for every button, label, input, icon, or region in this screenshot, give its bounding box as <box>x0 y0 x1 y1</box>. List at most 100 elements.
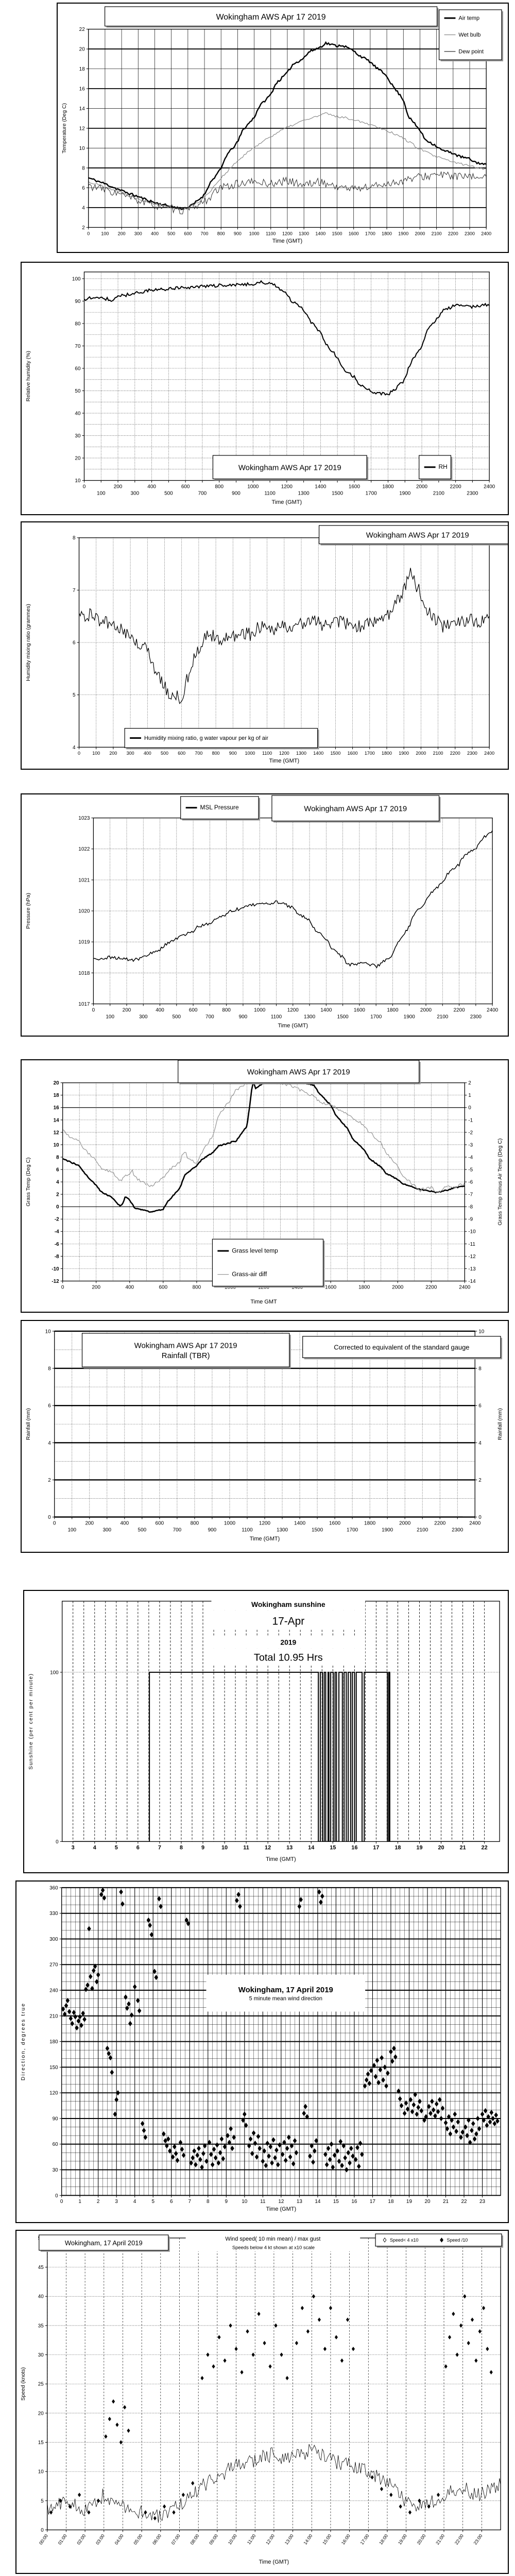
svg-text:-3: -3 <box>468 1142 473 1148</box>
svg-text:08:00: 08:00 <box>189 2533 200 2546</box>
svg-text:1100: 1100 <box>266 231 276 236</box>
svg-text:4: 4 <box>93 1844 97 1851</box>
svg-text:12: 12 <box>265 1844 271 1851</box>
svg-text:09:00: 09:00 <box>208 2533 219 2546</box>
svg-text:50: 50 <box>75 388 81 394</box>
svg-text:200: 200 <box>114 484 123 489</box>
svg-text:4: 4 <box>48 1440 51 1446</box>
svg-text:19: 19 <box>416 1844 422 1851</box>
svg-text:0: 0 <box>56 1205 59 1210</box>
svg-text:2200: 2200 <box>448 231 458 236</box>
svg-text:6: 6 <box>48 1403 51 1409</box>
rainfall-chart-panel: 0 100 200 300 400 500 600 700 800 900 1000 1100 1200… <box>21 1320 509 1553</box>
svg-text:7: 7 <box>188 2199 191 2205</box>
svg-text:1300: 1300 <box>277 1527 288 1533</box>
svg-text:1000: 1000 <box>224 1520 236 1526</box>
svg-text:-4: -4 <box>55 1229 59 1235</box>
svg-text:18: 18 <box>394 1844 401 1851</box>
svg-text:900: 900 <box>208 1527 217 1533</box>
svg-text:-6: -6 <box>55 1242 59 1247</box>
svg-text:18:00: 18:00 <box>378 2533 389 2546</box>
svg-text:2: 2 <box>97 2199 100 2205</box>
svg-text:400: 400 <box>121 1520 129 1526</box>
svg-text:0: 0 <box>83 484 86 489</box>
svg-text:1400: 1400 <box>294 1520 306 1526</box>
svg-text:300: 300 <box>49 1937 58 1942</box>
svg-text:1700: 1700 <box>347 1527 358 1533</box>
svg-text:Wokingham sunshine: Wokingham sunshine <box>251 1600 325 1608</box>
svg-text:1900: 1900 <box>399 490 411 496</box>
svg-text:4: 4 <box>133 2199 136 2205</box>
mixing-ratio-chart: 0 100 200 300 400 500 600 700 800 900 1000 1100 1200… <box>26 525 508 764</box>
svg-text:11: 11 <box>243 1844 249 1851</box>
svg-text:5: 5 <box>41 2498 44 2504</box>
svg-text:1700: 1700 <box>370 1014 382 1020</box>
grass-temperature-chart-panel: 0200400600800100012001400160018002000220… <box>21 1059 509 1313</box>
svg-text:Wet bulb: Wet bulb <box>458 32 480 38</box>
svg-text:100: 100 <box>92 751 100 756</box>
svg-text:600: 600 <box>184 231 192 236</box>
svg-text:2100: 2100 <box>437 1014 449 1020</box>
svg-text:20: 20 <box>79 47 85 53</box>
svg-text:Relative humidity (%): Relative humidity (%) <box>26 351 31 401</box>
svg-text:10: 10 <box>221 1844 228 1851</box>
svg-text:2400: 2400 <box>459 1284 471 1290</box>
svg-text:14:00: 14:00 <box>302 2533 313 2546</box>
svg-text:330: 330 <box>49 1911 58 1917</box>
svg-text:500: 500 <box>161 751 168 756</box>
svg-text:1600: 1600 <box>354 1007 366 1013</box>
svg-text:-11: -11 <box>468 1242 475 1247</box>
svg-text:Speed /10: Speed /10 <box>447 2238 468 2243</box>
svg-text:16: 16 <box>351 2199 357 2205</box>
relative-humidity-chart-panel: 0 100 200 300 400 500 600 700 800 900 1000 1100 1200… <box>21 262 509 515</box>
svg-text:100: 100 <box>67 1527 76 1533</box>
svg-text:2: 2 <box>468 1080 471 1086</box>
svg-text:7: 7 <box>73 588 76 594</box>
svg-text:2100: 2100 <box>433 751 443 756</box>
svg-text:5: 5 <box>115 1844 118 1851</box>
svg-text:120: 120 <box>49 2091 58 2096</box>
svg-text:240: 240 <box>49 1988 58 1994</box>
svg-text:Grass Temp (Deg C): Grass Temp (Deg C) <box>26 1157 31 1206</box>
svg-text:2000: 2000 <box>415 231 425 236</box>
svg-text:18: 18 <box>79 66 85 72</box>
svg-text:1800: 1800 <box>364 1520 376 1526</box>
svg-text:300: 300 <box>127 751 134 756</box>
svg-text:2400: 2400 <box>481 231 491 236</box>
svg-text:03:00: 03:00 <box>95 2533 106 2546</box>
svg-text:0: 0 <box>478 1515 482 1520</box>
svg-text:2000: 2000 <box>399 1520 411 1526</box>
svg-text:1: 1 <box>78 2199 81 2205</box>
svg-text:90: 90 <box>53 2116 59 2122</box>
svg-text:8: 8 <box>180 1844 183 1851</box>
svg-text:90: 90 <box>75 299 81 304</box>
svg-text:6: 6 <box>56 1167 59 1173</box>
svg-text:15: 15 <box>333 2199 339 2205</box>
svg-text:100: 100 <box>50 1670 59 1675</box>
svg-text:1800: 1800 <box>387 1007 399 1013</box>
svg-text:1018: 1018 <box>78 971 90 976</box>
svg-text:1200: 1200 <box>282 231 293 236</box>
svg-text:1800: 1800 <box>382 484 394 489</box>
svg-text:600: 600 <box>189 1007 198 1013</box>
svg-text:Humidity mixing ratio (grammes: Humidity mixing ratio (grammes) <box>26 604 31 681</box>
svg-text:0: 0 <box>41 2528 44 2533</box>
svg-text:14: 14 <box>308 1844 315 1851</box>
svg-text:180: 180 <box>49 2039 58 2045</box>
svg-text:4: 4 <box>82 205 85 211</box>
svg-text:10: 10 <box>242 2199 248 2205</box>
svg-text:300: 300 <box>102 1527 111 1533</box>
svg-text:-9: -9 <box>468 1217 473 1223</box>
svg-text:1800: 1800 <box>382 751 392 756</box>
svg-text:2300: 2300 <box>467 490 478 496</box>
svg-text:1600: 1600 <box>348 751 358 756</box>
svg-text:2: 2 <box>56 1192 59 1198</box>
temperature-chart-panel: 0 100 200 300 400 500 600 700 800 900 1000 1100 1200… <box>57 3 509 253</box>
svg-text:1700: 1700 <box>366 490 377 496</box>
svg-text:1700: 1700 <box>365 231 375 236</box>
svg-text:500: 500 <box>138 1527 147 1533</box>
svg-text:700: 700 <box>205 1014 214 1020</box>
svg-text:20: 20 <box>54 1080 60 1086</box>
svg-text:1300: 1300 <box>299 231 309 236</box>
svg-text:Time (GMT): Time (GMT) <box>269 758 300 764</box>
